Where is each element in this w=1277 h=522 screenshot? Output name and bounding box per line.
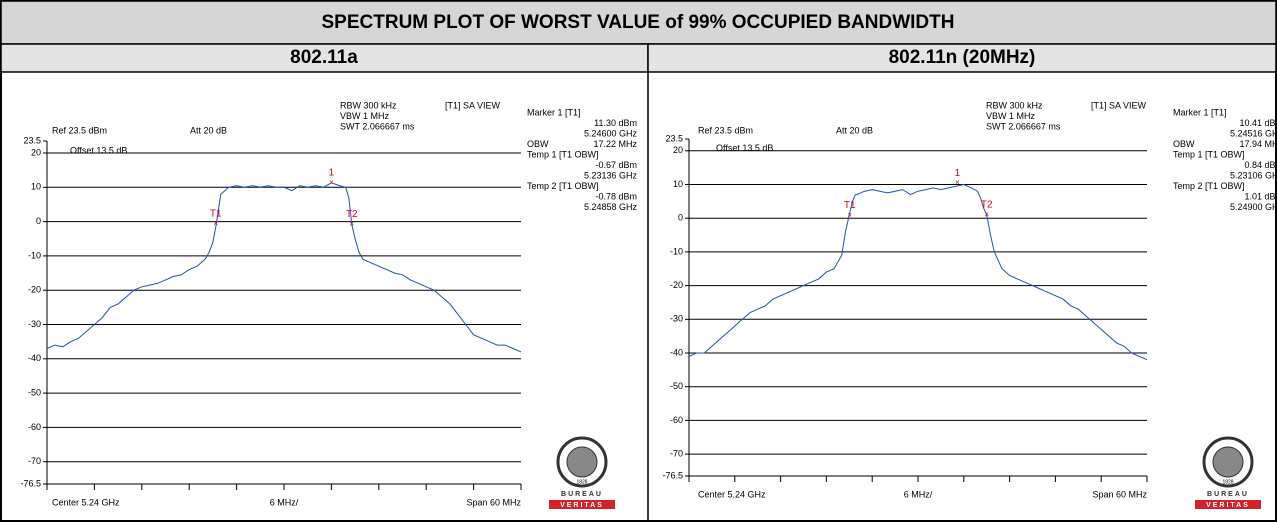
marker-label: T2: [346, 209, 358, 220]
view-text: [T1] SA VIEW: [1091, 100, 1147, 110]
x-label: Center 5.24 GHz: [698, 489, 766, 499]
setting-text: SWT 2.066667 ms: [986, 121, 1061, 131]
logo-band: [549, 500, 615, 509]
header-cell: [647, 43, 1277, 73]
setting-text: SWT 2.066667 ms: [340, 121, 415, 131]
ref-text: Ref 23.5 dBm: [698, 125, 753, 135]
y-tick-label: 23.5: [665, 133, 683, 143]
logo-year: 1828: [1222, 479, 1233, 485]
y-tick-label: -76.5: [662, 470, 683, 480]
readout-label: Temp 1 [T1 OBW]: [1173, 149, 1245, 159]
y-tick-label: 0: [36, 216, 41, 226]
att-text: Att 20 dB: [836, 125, 873, 135]
marker-point: ×: [955, 178, 960, 187]
y-tick-label: -60: [28, 422, 41, 432]
y-tick-label: -60: [670, 415, 683, 425]
marker-label: 1: [955, 168, 961, 179]
header-cell: [0, 43, 649, 73]
y-tick-label: -40: [28, 353, 41, 363]
marker-point: ×: [984, 210, 989, 219]
y-tick-label: -10: [670, 246, 683, 256]
readout-value: -0.78 dBm: [595, 191, 637, 201]
readout-value: 5.24600 GHz: [584, 128, 638, 138]
y-tick-label: -20: [28, 285, 41, 295]
y-tick-label: -50: [28, 387, 41, 397]
setting-text: RBW 300 kHz: [340, 100, 397, 110]
x-label: Span 60 MHz: [466, 497, 521, 507]
y-tick-label: -76.5: [20, 478, 41, 488]
ref-text: Ref 23.5 dBm: [52, 125, 107, 135]
setting-text: VBW 1 MHz: [986, 111, 1036, 121]
readout-value: 5.23136 GHz: [584, 170, 638, 180]
x-label: Span 60 MHz: [1092, 489, 1147, 499]
readout-value: 0.84 dBm: [1244, 160, 1277, 170]
readout-label: Marker 1 [T1]: [1173, 107, 1227, 117]
readout-value: 17.22 MHz: [593, 139, 637, 149]
y-tick-label: 10: [673, 179, 683, 189]
y-tick-label: 20: [31, 147, 41, 157]
readout-label: Temp 1 [T1 OBW]: [527, 149, 599, 159]
y-tick-label: -70: [28, 456, 41, 466]
readout-label: Temp 2 [T1 OBW]: [1173, 181, 1245, 191]
trace: [688, 183, 1148, 361]
readout-value: 11.30 dBm: [594, 118, 637, 128]
x-label: Center 5.24 GHz: [52, 497, 120, 507]
logo-bottom: VERITAS: [560, 502, 604, 509]
logo-top: BUREAU: [1207, 491, 1249, 498]
y-tick-label: -30: [28, 319, 41, 329]
y-tick-label: -50: [670, 381, 683, 391]
readout-value: 10.41 dBm: [1239, 118, 1277, 128]
readout-label: Marker 1 [T1]: [527, 107, 581, 117]
trace: [46, 182, 522, 353]
logo-bottom: VERITAS: [1206, 502, 1250, 509]
column-header: 802.11n (20MHz): [889, 47, 1036, 68]
readout-value: 1.01 dBm: [1244, 191, 1277, 201]
y-tick-label: -20: [670, 280, 683, 290]
readout-value: 17.94 MHz: [1239, 139, 1277, 149]
setting-text: RBW 300 kHz: [986, 100, 1043, 110]
page-title: SPECTRUM PLOT OF WORST VALUE of 99% OCCU…: [322, 12, 955, 33]
readout-label: Temp 2 [T1 OBW]: [527, 181, 599, 191]
readout-value: 5.24516 GHz: [1230, 128, 1277, 138]
y-tick-label: -70: [670, 448, 683, 458]
marker-label: T1: [844, 200, 856, 211]
x-label: 6 MHz/: [270, 497, 299, 507]
x-label: 6 MHz/: [904, 489, 933, 499]
logo-inner: [566, 446, 598, 478]
readout-label: OBW: [1173, 139, 1195, 149]
y-tick-label: 0: [678, 213, 683, 223]
logo-inner: [1212, 446, 1244, 478]
y-tick-label: 20: [673, 145, 683, 155]
y-tick-label: -40: [670, 347, 683, 357]
y-tick-label: 23.5: [23, 135, 41, 145]
offset-text: Offset 13.5 dB: [716, 143, 773, 153]
marker-label: T1: [210, 209, 222, 220]
readout-value: -0.67 dBm: [595, 160, 637, 170]
readout-value: 5.24858 GHz: [584, 202, 638, 212]
marker-point: ×: [329, 178, 334, 187]
setting-text: VBW 1 MHz: [340, 111, 390, 121]
logo-band: [1195, 500, 1261, 509]
column-header: 802.11a: [290, 47, 358, 68]
marker-point: ×: [847, 210, 852, 219]
y-tick-label: 10: [31, 182, 41, 192]
title-cell: [0, 0, 1277, 45]
readout-label: OBW: [527, 139, 549, 149]
att-text: Att 20 dB: [190, 125, 227, 135]
view-text: [T1] SA VIEW: [445, 100, 501, 110]
marker-label: 1: [329, 167, 335, 178]
readout-value: 5.23106 GHz: [1230, 170, 1277, 180]
y-tick-label: -30: [670, 314, 683, 324]
marker-label: T2: [981, 199, 993, 210]
marker-point: ×: [213, 219, 218, 228]
readout-value: 5.24900 GHz: [1230, 202, 1277, 212]
logo-top: BUREAU: [561, 491, 603, 498]
offset-text: Offset 13.5 dB: [70, 145, 127, 155]
y-tick-label: -10: [28, 250, 41, 260]
marker-point: ×: [349, 219, 354, 228]
logo-year: 1828: [576, 479, 587, 485]
